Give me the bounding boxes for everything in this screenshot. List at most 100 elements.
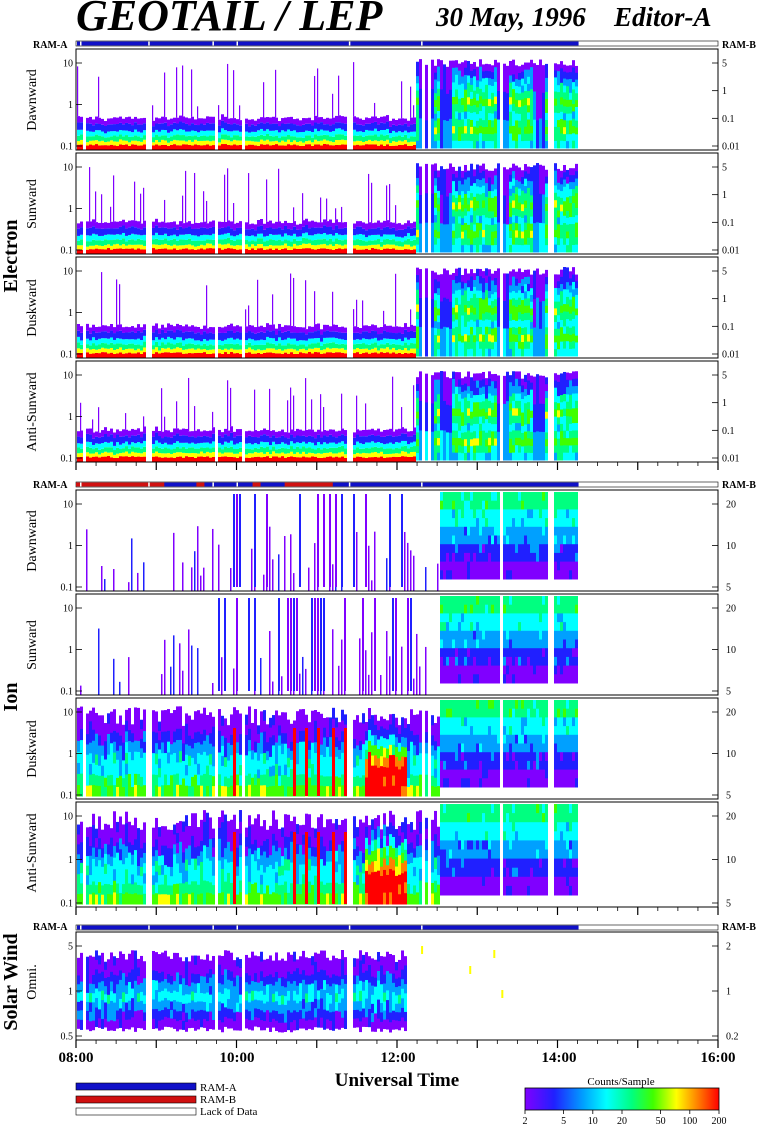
spectrum-cell bbox=[218, 339, 221, 345]
spectrum-cell bbox=[134, 227, 137, 235]
spectrum-cell bbox=[512, 400, 515, 409]
spectrum-cell bbox=[440, 552, 443, 563]
spectrum-cell bbox=[227, 248, 230, 254]
spectrum-cell bbox=[317, 227, 320, 234]
spectrum-cell bbox=[98, 123, 101, 131]
spectrum-cell bbox=[161, 244, 164, 249]
spectrum-cell bbox=[251, 141, 254, 145]
spectrum-cell bbox=[488, 71, 491, 79]
spectrum-cell bbox=[530, 281, 533, 289]
spectrum-cell bbox=[194, 326, 197, 334]
spectrum-cell bbox=[239, 239, 242, 246]
spectrum-cell bbox=[554, 192, 557, 201]
spectrum-cell bbox=[158, 118, 161, 124]
spectrum-cell bbox=[563, 500, 566, 510]
spectrum-cell bbox=[341, 352, 344, 358]
spectrum-cell bbox=[170, 432, 173, 438]
spectrum-cell bbox=[305, 135, 308, 142]
spectrum-cell bbox=[482, 509, 485, 519]
spectrum-cell bbox=[98, 145, 101, 150]
spectrum-cell bbox=[470, 163, 473, 172]
spectrum-cell bbox=[506, 273, 509, 302]
spectrum-cell bbox=[482, 500, 485, 510]
spectrum-cell bbox=[467, 492, 470, 502]
spectrum-cell bbox=[506, 169, 509, 198]
spectrum-cell bbox=[452, 293, 455, 302]
spectrum-cell bbox=[218, 105, 220, 120]
spectrum-cell bbox=[125, 456, 128, 462]
spectrum-cell bbox=[326, 198, 328, 222]
spectrum-cell bbox=[368, 135, 371, 140]
spectrum-cell bbox=[575, 452, 578, 461]
spectrum-cell bbox=[407, 249, 410, 254]
spectrum-cell bbox=[569, 570, 572, 580]
spectrum-cell bbox=[182, 332, 185, 341]
spectrum-cell bbox=[401, 407, 403, 428]
spectrum-cell bbox=[452, 544, 455, 554]
spectrum-cell bbox=[377, 141, 380, 146]
spectrum-cell bbox=[488, 224, 491, 233]
spectrum-cell bbox=[266, 129, 269, 134]
spectrum-cell bbox=[263, 344, 266, 350]
spectrum-cell bbox=[476, 570, 479, 580]
spectrum-cell bbox=[488, 386, 491, 395]
spectrum-cell bbox=[479, 201, 482, 210]
spectrum-cell bbox=[311, 125, 314, 132]
spectrum-cell bbox=[257, 332, 260, 341]
spectrum-cell bbox=[392, 339, 395, 344]
spectrum-cell bbox=[545, 305, 548, 314]
spectrum-cell bbox=[491, 191, 494, 199]
spectrum-cell bbox=[311, 343, 314, 349]
spectrum-cell bbox=[458, 304, 461, 313]
spectrum-cell bbox=[284, 349, 287, 353]
spectrum-cell bbox=[104, 325, 107, 332]
spectrum-cell bbox=[155, 440, 158, 447]
spectrum-cell bbox=[173, 448, 176, 453]
spectrum-cell bbox=[236, 249, 239, 254]
spectrum-cell bbox=[122, 349, 125, 354]
spectrum-cell bbox=[296, 452, 299, 458]
spectrum-cell bbox=[455, 290, 458, 299]
spectrum-cell bbox=[554, 91, 557, 100]
spectrum-cell bbox=[539, 89, 542, 120]
spectrum-cell bbox=[437, 438, 440, 446]
spectrum-cell bbox=[404, 352, 407, 358]
spectrum-cell bbox=[524, 431, 527, 440]
spectrum-cell bbox=[359, 453, 362, 457]
spectrum-cell bbox=[392, 239, 395, 245]
spectrum-cell bbox=[128, 348, 131, 353]
spectrum-cell bbox=[395, 457, 398, 462]
spectrum-cell bbox=[311, 142, 314, 146]
spectrum-cell bbox=[203, 130, 206, 136]
spectrum-cell bbox=[374, 452, 377, 457]
spectrum-cell bbox=[458, 230, 461, 239]
spectrum-cell bbox=[206, 243, 209, 249]
spectrum-cell bbox=[509, 68, 512, 76]
spectrum-cell bbox=[224, 446, 227, 453]
spectrum-cell bbox=[557, 388, 560, 397]
spectrum-cell bbox=[545, 439, 548, 447]
spectrum-cell bbox=[164, 344, 167, 349]
spectrum-cell bbox=[353, 116, 356, 123]
spectrum-cell bbox=[566, 401, 569, 410]
spectrum-cell bbox=[161, 324, 164, 330]
spectrum-cell bbox=[275, 449, 278, 454]
spectrum-cell bbox=[89, 327, 92, 334]
spectrum-cell bbox=[110, 348, 113, 353]
spectrum-cell bbox=[209, 452, 212, 458]
spectrum-cell bbox=[158, 350, 161, 354]
spectrum-cell bbox=[485, 398, 488, 406]
spectrum-cell bbox=[191, 240, 194, 246]
spectrum-cell bbox=[407, 120, 410, 127]
spectrum-cell bbox=[455, 197, 458, 206]
spectrum-cell bbox=[224, 139, 227, 145]
spectrum-cell bbox=[455, 535, 458, 545]
spectrum-cell bbox=[119, 226, 122, 235]
spectrum-cell bbox=[491, 307, 494, 316]
spectrum-cell bbox=[404, 440, 407, 446]
spectrum-cell bbox=[227, 442, 230, 448]
spectrum-cell bbox=[575, 408, 578, 417]
spectrum-cell bbox=[467, 204, 470, 212]
spectrum-cell bbox=[458, 341, 461, 350]
spectrum-cell bbox=[404, 140, 407, 145]
